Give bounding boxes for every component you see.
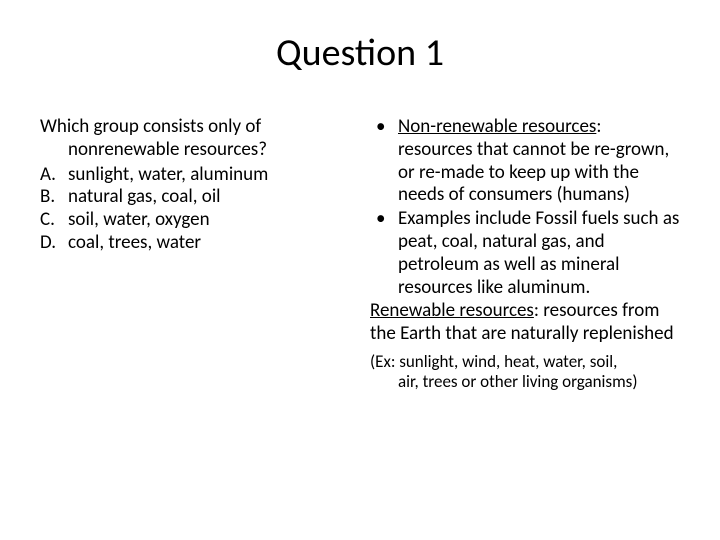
answer-text: sunlight, water, aluminum [68,164,268,187]
answer-letter: B. [40,186,68,209]
bullet-text: Examples include Fossil fuels such as pe… [398,208,680,299]
term-renewable: Renewable resources [370,299,534,322]
bullet-marker-icon: • [370,208,398,299]
answer-item: A. sunlight, water, aluminum [40,164,350,187]
renewable-block: Renewable resources: resources from the … [370,300,680,346]
bullet-marker-icon: • [370,116,398,207]
answer-text: natural gas, coal, oil [68,186,221,209]
content-columns: Which group consists only of nonrenewabl… [40,116,680,393]
example-line2: air, trees or other living organisms) [370,371,637,392]
answer-letter: A. [40,164,68,187]
answer-text: soil, water, oxygen [68,209,210,232]
page-title: Question 1 [40,30,680,76]
answer-item: C. soil, water, oxygen [40,209,350,232]
answer-letter: C. [40,209,68,232]
example-text: (Ex: sunlight, wind, heat, water, soil, … [370,352,680,393]
answer-letter: D. [40,232,68,255]
answer-item: D. coal, trees, water [40,232,350,255]
bullet-list: • Non-renewable resources: resources tha… [370,116,680,299]
bullet-text: Non-renewable resources: resources that … [398,116,680,207]
question-line1: Which group consists only of [40,115,261,138]
answer-text: coal, trees, water [68,232,201,255]
left-column: Which group consists only of nonrenewabl… [40,116,350,393]
bullet-item: • Non-renewable resources: resources tha… [370,116,680,207]
answer-item: B. natural gas, coal, oil [40,186,350,209]
question-line2: nonrenewable resources? [40,139,350,162]
example-line1: (Ex: sunlight, wind, heat, water, soil, [370,351,617,372]
question-text: Which group consists only of nonrenewabl… [40,116,350,162]
right-column: • Non-renewable resources: resources tha… [370,116,680,393]
bullet-item: • Examples include Fossil fuels such as … [370,208,680,299]
answer-list: A. sunlight, water, aluminum B. natural … [40,164,350,255]
term-nonrenewable: Non-renewable resources [398,115,596,138]
